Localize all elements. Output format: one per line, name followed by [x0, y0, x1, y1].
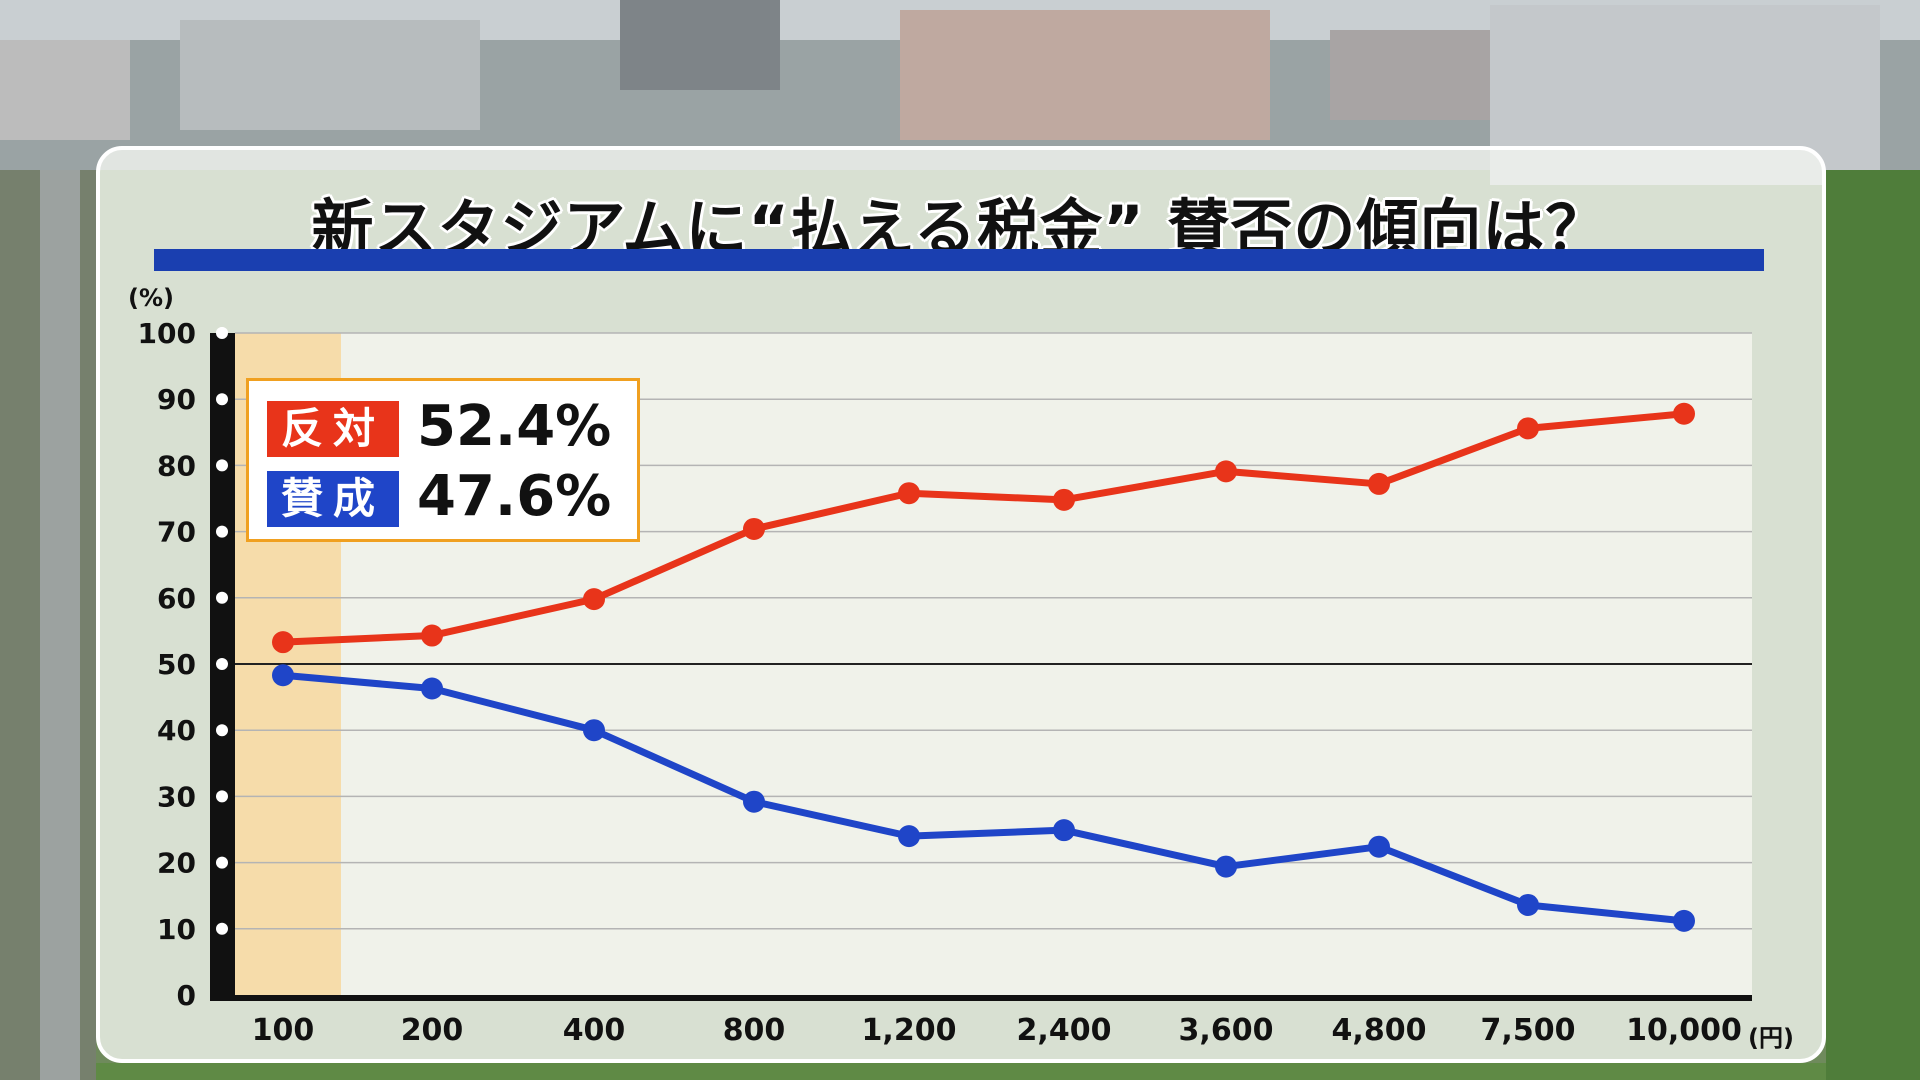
legend-box: 反対 52.4% 賛成 47.6% — [246, 378, 640, 542]
y-tick-label-0: 0 — [177, 979, 196, 1012]
x-axis-unit: (円) — [1748, 1024, 1794, 1052]
x-tick-label-7: 4,800 — [1332, 1013, 1427, 1048]
y-axis-marker-90 — [216, 393, 228, 406]
series-1-point-5 — [1053, 819, 1075, 842]
legend-oppose-value: 52.4% — [417, 394, 612, 459]
legend-support-value: 47.6% — [417, 464, 612, 529]
series-0-point-2 — [583, 588, 605, 611]
series-0-point-0 — [272, 631, 294, 654]
series-0-point-6 — [1215, 460, 1237, 483]
series-1-point-3 — [743, 790, 765, 813]
y-tick-label-80: 80 — [157, 449, 196, 482]
x-tick-label-5: 2,400 — [1017, 1013, 1112, 1048]
x-tick-label-2: 400 — [563, 1013, 626, 1048]
series-0-point-7 — [1368, 472, 1390, 495]
y-tick-label-10: 10 — [157, 913, 196, 946]
x-axis-line — [210, 995, 1752, 1001]
y-tick-label-90: 90 — [157, 383, 196, 416]
x-tick-label-3: 800 — [723, 1013, 786, 1048]
series-0-point-8 — [1517, 417, 1539, 440]
y-axis-marker-60 — [216, 591, 228, 604]
y-axis-marker-30 — [216, 790, 228, 803]
y-tick-label-60: 60 — [157, 582, 196, 615]
series-0-point-1 — [421, 624, 443, 647]
y-tick-label-100: 100 — [138, 317, 196, 350]
title-underline-bar — [154, 249, 1764, 271]
series-1-point-0 — [272, 664, 294, 687]
series-1-point-4 — [898, 825, 920, 848]
series-1-point-9 — [1673, 909, 1695, 932]
y-axis-marker-50 — [216, 658, 228, 670]
series-1-point-2 — [583, 719, 605, 742]
x-tick-label-1: 200 — [401, 1013, 464, 1048]
series-line-0 — [279, 410, 1688, 646]
x-tick-label-8: 7,500 — [1481, 1013, 1576, 1048]
y-tick-label-20: 20 — [157, 847, 196, 880]
y-axis-marker-80 — [216, 459, 228, 472]
y-tick-label-70: 70 — [157, 516, 196, 549]
y-axis-marker-70 — [216, 525, 228, 538]
y-axis-unit: (%) — [128, 284, 174, 312]
x-tick-label-6: 3,600 — [1179, 1013, 1274, 1048]
y-axis-marker-20 — [216, 856, 228, 869]
x-tick-label-4: 1,200 — [862, 1013, 957, 1048]
legend-support-label: 賛成 — [267, 471, 399, 527]
series-0-point-3 — [743, 517, 765, 540]
y-tick-label-30: 30 — [157, 780, 196, 813]
y-tick-label-40: 40 — [157, 714, 196, 747]
legend-oppose-label: 反対 — [267, 401, 399, 457]
series-1-point-6 — [1215, 855, 1237, 878]
y-tick-label-50: 50 — [157, 648, 196, 681]
series-1-point-8 — [1517, 893, 1539, 916]
y-axis-marker-40 — [216, 724, 228, 737]
x-tick-label-0: 100 — [252, 1013, 315, 1048]
series-1-point-7 — [1368, 835, 1390, 858]
y-axis-marker-10 — [216, 922, 228, 935]
y-axis-marker-100 — [216, 327, 228, 339]
series-0-point-4 — [898, 482, 920, 505]
series-0-point-9 — [1673, 402, 1695, 425]
x-tick-label-9: 10,000 — [1626, 1013, 1742, 1048]
series-line-1 — [279, 671, 1688, 925]
series-1-point-1 — [421, 677, 443, 700]
series-0-point-5 — [1053, 488, 1075, 511]
